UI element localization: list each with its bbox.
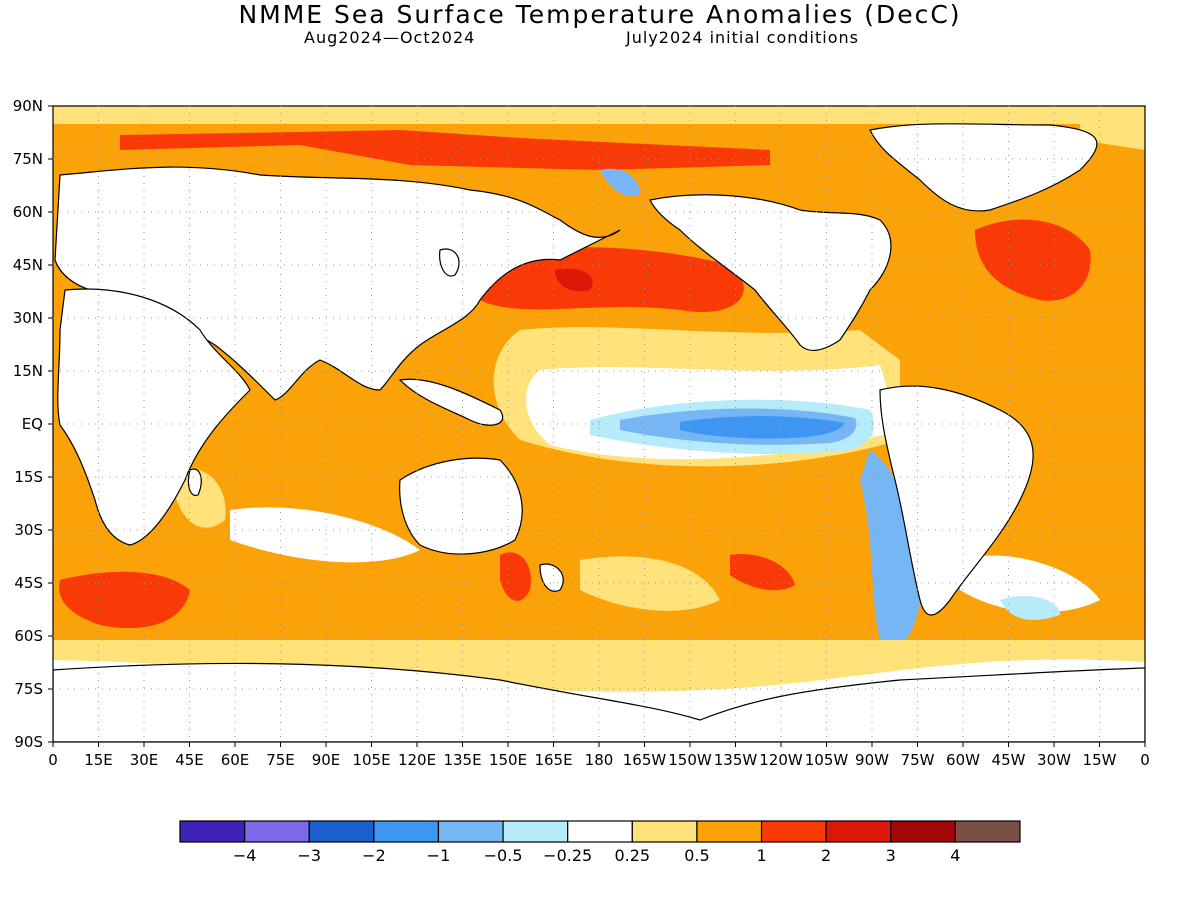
lon-label: 15E bbox=[84, 751, 113, 769]
lat-label: 75N bbox=[13, 150, 43, 168]
north-america bbox=[649, 194, 892, 352]
colorbar-label: 0.25 bbox=[614, 846, 650, 865]
maritime-continent bbox=[398, 378, 504, 426]
colorbar-label: −4 bbox=[233, 846, 257, 865]
lat-label: 90N bbox=[13, 97, 43, 115]
greenland bbox=[869, 123, 1098, 212]
lon-label: 0 bbox=[1140, 751, 1150, 769]
neutral-patch bbox=[960, 555, 1100, 613]
initial-conditions: July2024 initial conditions bbox=[626, 28, 859, 47]
south-pacific-warm bbox=[730, 554, 795, 591]
graticule bbox=[53, 106, 1145, 742]
lat-label: 60S bbox=[14, 627, 43, 645]
lat-label: 15S bbox=[14, 468, 43, 486]
colorbar-label: −0.5 bbox=[484, 846, 523, 865]
africa bbox=[57, 288, 251, 546]
lat-label: 45N bbox=[13, 256, 43, 274]
lon-label: 120E bbox=[398, 751, 436, 769]
colorbar-swatch bbox=[373, 820, 440, 843]
lon-label: 30W bbox=[1037, 751, 1071, 769]
lon-label: 165W bbox=[623, 751, 667, 769]
lon-label: 165E bbox=[534, 751, 572, 769]
lat-label: 75S bbox=[14, 680, 43, 698]
lat-label: EQ bbox=[22, 415, 43, 433]
lon-label: 60W bbox=[946, 751, 980, 769]
colorbar-swatch bbox=[825, 820, 892, 843]
north-pacific-warm bbox=[480, 247, 744, 312]
lon-label: 180 bbox=[585, 751, 614, 769]
lon-label: 135E bbox=[443, 751, 481, 769]
colorbar-swatch bbox=[954, 820, 1021, 843]
lon-label: 30E bbox=[130, 751, 159, 769]
lat-label: 90S bbox=[14, 733, 43, 751]
colorbar-label: 0.5 bbox=[684, 846, 709, 865]
colorbar-label: 3 bbox=[886, 846, 896, 865]
colorbar-swatch bbox=[179, 820, 246, 843]
neutral-patch bbox=[230, 507, 420, 563]
north-pacific-core bbox=[555, 268, 593, 292]
south-america bbox=[879, 385, 1034, 616]
lon-label: 105E bbox=[352, 751, 390, 769]
lon-label: 150E bbox=[489, 751, 527, 769]
colorbar-swatch bbox=[631, 820, 698, 843]
colorbar-swatch bbox=[760, 820, 827, 843]
colorbar-swatch bbox=[308, 820, 375, 843]
colorbar-label: 1 bbox=[756, 846, 766, 865]
humboldt-cold bbox=[860, 450, 922, 640]
lat-label: 45S bbox=[14, 574, 43, 592]
forecast-period: Aug2024—Oct2024 bbox=[304, 28, 476, 47]
longitude-axis: 0 15E 30E 45E 60E 75E 90E 105E 120E 135E 150E 165E 1… bbox=[48, 742, 1150, 769]
colorbar-label: −1 bbox=[427, 846, 451, 865]
lon-label: 45E bbox=[175, 751, 204, 769]
colorbar-label: −3 bbox=[297, 846, 321, 865]
lat-label: 15N bbox=[13, 362, 43, 380]
lon-label: 150W bbox=[668, 751, 712, 769]
north-atlantic-warm bbox=[975, 219, 1091, 301]
colorbar-swatch bbox=[696, 820, 763, 843]
lon-label: 75W bbox=[901, 751, 935, 769]
colorbar-label: −2 bbox=[362, 846, 386, 865]
lon-label: 75E bbox=[266, 751, 295, 769]
colorbar: −4 −3 −2 −1 −0.5 −0.25 0.25 0.5 1 2 3 4 bbox=[179, 820, 1021, 865]
arctic-warm-band bbox=[120, 130, 770, 170]
lon-label: 45W bbox=[992, 751, 1026, 769]
cold-tongue-core bbox=[680, 416, 845, 439]
colorbar-label: −0.25 bbox=[543, 846, 592, 865]
japan bbox=[439, 248, 460, 277]
south-atlantic-warm bbox=[59, 571, 191, 629]
lat-label: 30N bbox=[13, 309, 43, 327]
map-title: NMME Sea Surface Temperature Anomalies (… bbox=[238, 0, 962, 29]
lon-label: 90W bbox=[855, 751, 889, 769]
colorbar-swatch bbox=[890, 820, 956, 843]
lon-label: 90E bbox=[312, 751, 341, 769]
lon-label: 135W bbox=[714, 751, 758, 769]
lat-label: 60N bbox=[13, 203, 43, 221]
australia bbox=[399, 457, 523, 555]
colorbar-label: 2 bbox=[821, 846, 831, 865]
lon-label: 120W bbox=[759, 751, 803, 769]
arctic-band bbox=[53, 106, 1145, 124]
colorbar-swatch bbox=[437, 820, 504, 843]
lon-label: 0 bbox=[48, 751, 58, 769]
latitude-axis: 90N 75N 60N 45N 30N 15N EQ 15S 30S 45S 60S 75S 90S bbox=[13, 97, 53, 751]
lon-label: 60E bbox=[221, 751, 250, 769]
colorbar-label: 4 bbox=[950, 846, 960, 865]
lon-label: 105W bbox=[805, 751, 849, 769]
cool-patch bbox=[1000, 595, 1060, 620]
lat-label: 30S bbox=[14, 521, 43, 539]
bering-cool bbox=[600, 168, 640, 197]
colorbar-swatch bbox=[567, 820, 633, 843]
new-zealand bbox=[539, 563, 564, 592]
lon-label: 15W bbox=[1083, 751, 1117, 769]
tasman-warm bbox=[500, 552, 531, 601]
colorbar-swatch bbox=[244, 820, 310, 843]
madagascar bbox=[187, 468, 202, 496]
colorbar-swatch bbox=[502, 820, 569, 843]
weak-patch bbox=[580, 556, 720, 611]
